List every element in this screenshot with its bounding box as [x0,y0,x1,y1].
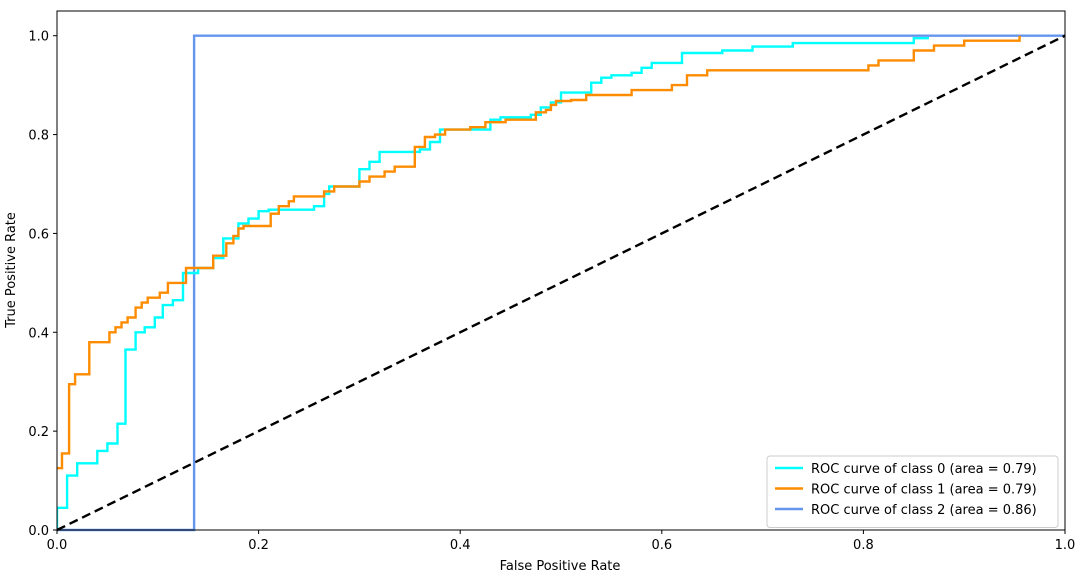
y-tick-label: 1.0 [28,30,49,45]
legend: ROC curve of class 0 (area = 0.79) ROC cu… [766,455,1059,528]
y-tick-label: 0.4 [28,326,49,341]
plot-frame [56,10,1066,531]
axes: 0.0 0.2 0.4 0.6 0.8 1.0 0.0 0.2 0.4 0.6 0.8 1.0 [28,10,1076,553]
legend-entry: ROC curve of class 2 (area = 0.86) [811,503,1037,518]
x-tick-label: 0.6 [651,538,672,553]
roc-line-class-1 [57,35,1021,470]
x-axis-label: False Positive Rate [500,559,621,574]
legend-box [766,455,1059,528]
x-tick-label: 0.8 [853,538,874,553]
legend-entry: ROC curve of class 1 (area = 0.79) [811,483,1037,498]
x-tick-label: 0.0 [47,538,68,553]
x-tick-label: 0.2 [248,538,269,553]
y-axis-label: True Positive Rate [4,212,19,329]
x-tick-label: 0.4 [450,538,471,553]
chance-line [57,34,1066,532]
x-tick-label: 1.0 [1055,538,1076,553]
y-tick-label: 0.6 [28,227,49,242]
legend-entry: ROC curve of class 0 (area = 0.79) [811,462,1037,477]
y-tick-label: 0.8 [28,129,49,144]
y-tick-label: 0.2 [28,425,49,440]
y-tick-label: 0.0 [28,524,49,539]
